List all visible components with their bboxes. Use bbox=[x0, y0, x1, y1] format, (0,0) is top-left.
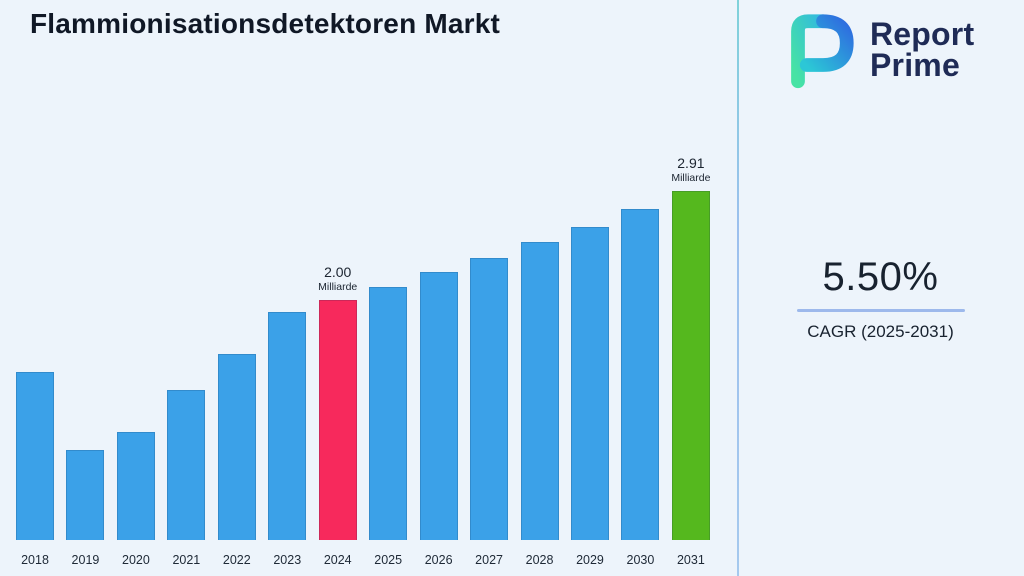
bar-slot-2021: 2021 bbox=[167, 390, 206, 567]
x-tick-2030: 2030 bbox=[626, 553, 655, 567]
x-tick-2022: 2022 bbox=[222, 553, 251, 567]
cagr-value: 5.50% bbox=[822, 255, 939, 299]
bar-2026 bbox=[419, 272, 458, 540]
bar-2029 bbox=[570, 227, 609, 540]
report-prime-logo-icon bbox=[791, 14, 854, 89]
bar-slot-2027: 2027 bbox=[470, 258, 509, 567]
bar-value-label-2031: 2.91 Milliarde bbox=[643, 155, 739, 184]
brand-name-line2: Prime bbox=[870, 47, 960, 83]
brand-name: Report Prime bbox=[870, 15, 975, 83]
x-tick-2031: 2031 bbox=[676, 553, 705, 567]
bar-2025 bbox=[369, 287, 408, 540]
page-title: Flammionisationsdetektoren Markt bbox=[30, 8, 501, 39]
brand-logo: Report Prime bbox=[778, 10, 974, 90]
x-tick-2019: 2019 bbox=[71, 553, 100, 567]
bar-slot-2031: 2.91 Milliarde 2031 bbox=[671, 155, 710, 567]
brand-name-line1: Report bbox=[870, 15, 975, 52]
x-tick-2018: 2018 bbox=[21, 553, 49, 567]
bar-2030 bbox=[621, 209, 660, 540]
x-tick-2027: 2027 bbox=[475, 553, 503, 567]
bar-value-2024: 2.00 bbox=[324, 263, 352, 280]
bar-2018 bbox=[16, 372, 54, 540]
x-tick-2026: 2026 bbox=[424, 553, 453, 567]
bar-2019 bbox=[66, 450, 105, 540]
bar-2021 bbox=[167, 390, 206, 540]
bar-2031 bbox=[671, 191, 710, 540]
bar-2027 bbox=[470, 258, 509, 540]
bar-chart: 2018 2019 2020 2021 2022 2023 2.00 Milliarde 202… bbox=[16, 110, 710, 567]
bar-slot-2023: 2023 bbox=[268, 312, 307, 567]
bar-unit-2024: Milliarde bbox=[318, 280, 358, 293]
bar-slot-2026: 2026 bbox=[419, 272, 458, 567]
cagr-block: 5.50% CAGR (2025-2031) bbox=[737, 255, 1024, 342]
x-tick-2023: 2023 bbox=[273, 553, 302, 567]
bar-value-2031: 2.91 bbox=[677, 154, 705, 171]
bar-value-label-2024: 2.00 Milliarde bbox=[290, 264, 386, 293]
x-tick-2029: 2029 bbox=[576, 553, 604, 567]
bar-slot-2022: 2022 bbox=[217, 354, 256, 567]
bar-slot-2019: 2019 bbox=[66, 450, 105, 567]
cagr-underline bbox=[796, 309, 965, 312]
bar-2023 bbox=[268, 312, 307, 540]
bar-slot-2020: 2020 bbox=[116, 432, 155, 567]
x-tick-2024: 2024 bbox=[323, 553, 352, 567]
x-tick-2025: 2025 bbox=[374, 553, 403, 567]
panel-divider bbox=[737, 0, 739, 576]
x-tick-2020: 2020 bbox=[122, 553, 150, 567]
bar-2022 bbox=[217, 354, 256, 540]
bar-slot-2029: 2029 bbox=[570, 227, 609, 567]
bar-slot-2018: 2018 bbox=[16, 372, 54, 567]
x-tick-2028: 2028 bbox=[525, 553, 554, 567]
bar-2028 bbox=[520, 242, 559, 540]
bar-slot-2024: 2.00 Milliarde 2024 bbox=[318, 264, 357, 567]
x-tick-2021: 2021 bbox=[172, 553, 201, 567]
bar-2020 bbox=[116, 432, 155, 540]
bar-unit-2031: Milliarde bbox=[671, 171, 711, 184]
cagr-label: CAGR (2025-2031) bbox=[807, 322, 954, 341]
bar-2024 bbox=[318, 300, 357, 540]
bar-slot-2030: 2030 bbox=[621, 209, 660, 567]
bar-slot-2028: 2028 bbox=[520, 242, 559, 567]
bar-slot-2025: 2025 bbox=[369, 287, 408, 567]
